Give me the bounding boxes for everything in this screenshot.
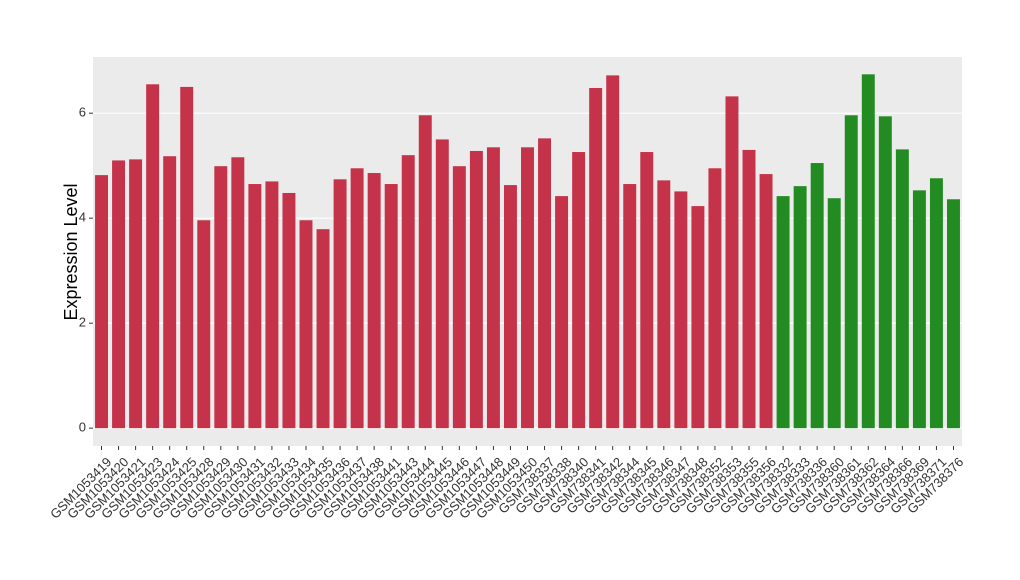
bar <box>776 196 790 429</box>
y-axis-label: Expression Level <box>61 183 81 320</box>
bar <box>469 150 483 429</box>
bar <box>572 152 586 429</box>
y-tick-label: 2 <box>79 315 86 330</box>
bar <box>112 160 126 429</box>
bar <box>674 191 688 429</box>
bar <box>708 168 722 429</box>
bar <box>129 159 143 429</box>
y-tick-label: 6 <box>79 105 86 120</box>
bar <box>384 184 398 429</box>
bar <box>844 115 858 429</box>
bar <box>725 96 739 429</box>
bar <box>282 192 296 429</box>
bar <box>623 184 637 429</box>
bar <box>95 175 108 429</box>
bar <box>452 166 466 429</box>
bar <box>895 149 909 429</box>
bar <box>316 229 330 429</box>
y-tick-label: 0 <box>79 420 86 435</box>
bar <box>486 147 500 429</box>
bar <box>521 147 534 429</box>
bar <box>606 75 620 429</box>
bar <box>555 196 569 429</box>
bar <box>589 87 603 429</box>
bar <box>163 156 177 429</box>
bar <box>810 163 824 429</box>
bar <box>947 199 960 429</box>
y-tick-label: 4 <box>79 210 86 225</box>
bar <box>657 180 671 429</box>
bar <box>435 139 449 429</box>
bar <box>640 152 654 429</box>
bar <box>265 181 279 429</box>
bar <box>418 115 432 429</box>
bar <box>146 84 160 429</box>
bar <box>367 173 381 429</box>
bar <box>231 157 245 429</box>
bar <box>180 86 194 429</box>
bar <box>861 74 875 429</box>
bar <box>759 174 773 429</box>
bar <box>827 198 841 429</box>
bar <box>214 166 228 429</box>
bar <box>197 220 211 429</box>
bar <box>691 206 705 429</box>
bar <box>503 185 517 429</box>
bar <box>878 116 892 429</box>
bar <box>742 149 756 429</box>
bar <box>793 186 807 429</box>
bar <box>929 178 943 429</box>
bar <box>299 220 313 429</box>
bar <box>912 190 926 429</box>
bar <box>350 168 364 429</box>
bar <box>248 184 262 429</box>
bar <box>538 138 552 429</box>
bar <box>333 179 347 429</box>
bar <box>401 155 415 429</box>
